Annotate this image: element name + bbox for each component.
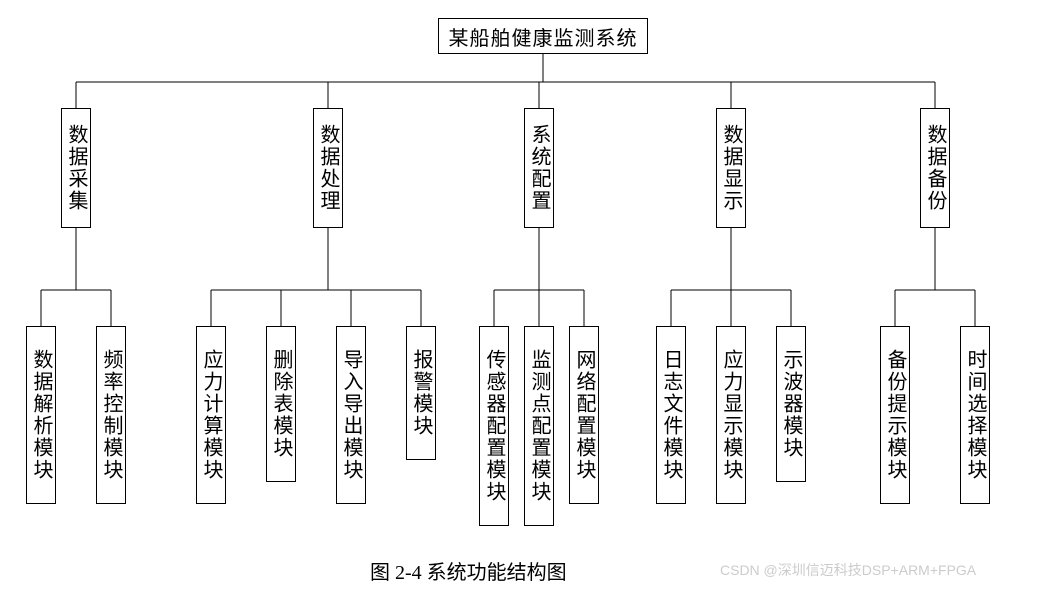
level2-node-3-1: 应力显示模块 [716, 326, 746, 504]
level1-node-0: 数据采集 [61, 108, 91, 228]
level2-node-1-0: 应力计算模块 [196, 326, 226, 504]
level2-node-3-0: 日志文件模块 [656, 326, 686, 504]
root-node: 某船舶健康监测系统 [438, 18, 648, 54]
level1-node-1: 数据处理 [313, 108, 343, 228]
level2-node-0-1: 频率控制模块 [96, 326, 126, 504]
level2-node-4-1: 时间选择模块 [960, 326, 990, 504]
diagram-caption: 图 2-4 系统功能结构图 [370, 556, 567, 585]
level2-node-2-0: 传感器配置模块 [479, 326, 509, 526]
level2-node-1-3: 报警模块 [406, 326, 436, 460]
watermark-text: CSDN @深圳信迈科技DSP+ARM+FPGA [720, 560, 976, 580]
level2-node-2-2: 网络配置模块 [569, 326, 599, 504]
level2-node-3-2: 示波器模块 [776, 326, 806, 482]
level2-node-2-1: 监测点配置模块 [524, 326, 554, 526]
level2-node-1-2: 导入导出模块 [336, 326, 366, 504]
level1-node-2: 系统配置 [524, 108, 554, 228]
level2-node-0-0: 数据解析模块 [26, 326, 56, 504]
level2-node-1-1: 删除表模块 [266, 326, 296, 482]
level1-node-3: 数据显示 [716, 108, 746, 228]
level2-node-4-0: 备份提示模块 [880, 326, 910, 504]
level1-node-4: 数据备份 [920, 108, 950, 228]
